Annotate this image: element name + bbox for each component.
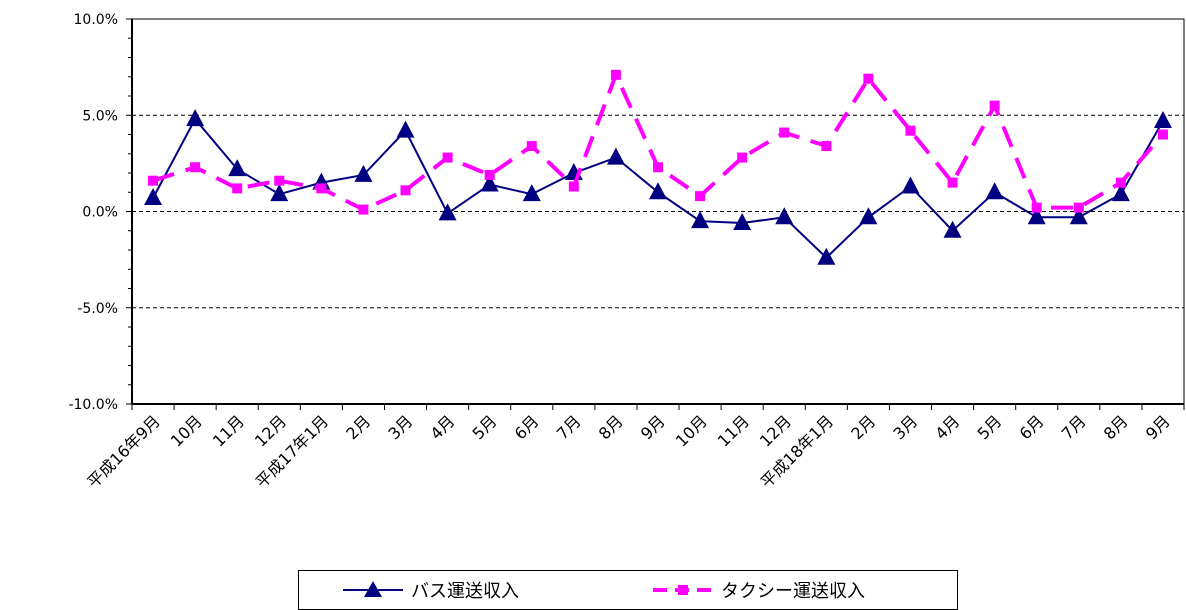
y-tick-label-0: 10.0% — [74, 12, 118, 28]
series-1-point-3 — [274, 175, 285, 186]
x-tick-label-24: 9月 — [1142, 411, 1174, 443]
series-1-point-17 — [863, 73, 874, 84]
series-1-point-5 — [358, 204, 369, 215]
y-tick-labels: 10.0% 5.0% 0.0% -5.0% -10.0% — [68, 12, 118, 413]
x-tick-label-20: 5月 — [974, 411, 1006, 443]
legend-swatch-bus — [343, 581, 403, 597]
legend-label-taxi: タクシー運送収入 — [721, 581, 865, 602]
y-tick-label-1: 5.0% — [82, 108, 118, 124]
x-tick-label-17: 2月 — [847, 411, 879, 443]
series-1-point-1 — [190, 162, 201, 173]
series-0-point-1 — [186, 109, 205, 127]
series-0-point-6 — [396, 120, 415, 138]
x-tick-label-14: 11月 — [714, 411, 753, 450]
series-1-point-21 — [1031, 202, 1042, 213]
x-tick-label-0: 平成16年9月 — [84, 411, 164, 491]
x-tick-label-23: 8月 — [1100, 411, 1132, 443]
series-0-point-17 — [859, 207, 878, 225]
series-1-point-13 — [695, 191, 706, 202]
series-1-point-11 — [610, 69, 621, 80]
series-0-point-7 — [438, 203, 457, 221]
series-0-point-15 — [775, 207, 794, 225]
legend-swatch-taxi — [653, 585, 713, 595]
series-0-point-21 — [1027, 207, 1046, 225]
x-tick-label-21: 6月 — [1016, 411, 1048, 443]
y-tick-label-4: -10.0% — [68, 397, 118, 413]
x-tick-label-9: 6月 — [511, 411, 543, 443]
series-1-point-18 — [905, 125, 916, 136]
series-0-point-19 — [943, 220, 962, 238]
series-0-point-8 — [480, 174, 499, 192]
series-1-point-19 — [947, 177, 958, 188]
x-tick-label-1: 10月 — [167, 411, 206, 450]
series-0-point-11 — [606, 147, 625, 165]
series-0-point-22 — [1069, 207, 1088, 225]
series-0 — [144, 109, 1172, 265]
series-1-point-0 — [148, 175, 159, 186]
series-1-point-16 — [821, 141, 832, 152]
legend-item-bus: バス運送収入 — [343, 575, 519, 605]
series-0-point-12 — [649, 182, 667, 200]
series-0-point-0 — [144, 188, 163, 206]
legend-label-bus: バス運送収入 — [411, 581, 519, 602]
series-1-point-2 — [232, 183, 243, 194]
legend-item-taxi: タクシー運送収入 — [653, 575, 865, 605]
x-tick-label-18: 3月 — [889, 411, 921, 443]
series-1-point-8 — [484, 169, 495, 180]
series-1-point-6 — [400, 185, 411, 196]
axes — [126, 18, 1185, 410]
series-1-point-9 — [526, 141, 537, 152]
x-tick-label-19: 4月 — [931, 411, 963, 443]
series — [144, 69, 1172, 265]
x-tick-label-22: 7月 — [1058, 411, 1090, 443]
series-1-point-14 — [737, 152, 748, 163]
series-0-point-14 — [733, 213, 752, 231]
x-tick-label-12: 9月 — [637, 411, 669, 443]
series-1-point-20 — [989, 100, 1000, 111]
x-tick-label-7: 4月 — [426, 411, 458, 443]
series-1-point-7 — [442, 152, 453, 163]
series-0-point-13 — [691, 211, 710, 229]
series-0-point-16 — [817, 247, 836, 265]
series-0-point-2 — [228, 159, 247, 177]
x-tick-label-10: 7月 — [553, 411, 585, 443]
series-0-point-5 — [354, 164, 373, 182]
x-tick-label-2: 11月 — [209, 411, 248, 450]
series-1-point-22 — [1073, 202, 1084, 213]
series-0-point-20 — [985, 182, 1004, 200]
x-tick-label-6: 3月 — [384, 411, 416, 443]
series-0-point-23 — [1111, 184, 1130, 202]
series-1 — [148, 69, 1168, 215]
x-tick-label-13: 10月 — [672, 411, 711, 450]
series-0-point-9 — [522, 184, 541, 202]
series-1-point-10 — [568, 181, 579, 192]
y-tick-label-2: 0.0% — [82, 205, 118, 221]
series-1-point-12 — [653, 162, 663, 173]
series-0-point-18 — [901, 176, 920, 194]
series-1-point-4 — [316, 183, 327, 194]
x-tick-label-8: 5月 — [469, 411, 501, 443]
series-0-point-24 — [1153, 111, 1172, 129]
series-1-point-24 — [1157, 129, 1168, 140]
grid-lines — [132, 114, 1184, 309]
series-1-point-23 — [1115, 177, 1126, 188]
x-tick-label-11: 8月 — [595, 411, 627, 443]
series-1-point-15 — [779, 127, 790, 138]
series-0-point-3 — [270, 184, 289, 202]
y-tick-label-3: -5.0% — [77, 301, 118, 317]
legend: バス運送収入 タクシー運送収入 — [298, 570, 958, 610]
x-tick-label-5: 2月 — [342, 411, 374, 443]
